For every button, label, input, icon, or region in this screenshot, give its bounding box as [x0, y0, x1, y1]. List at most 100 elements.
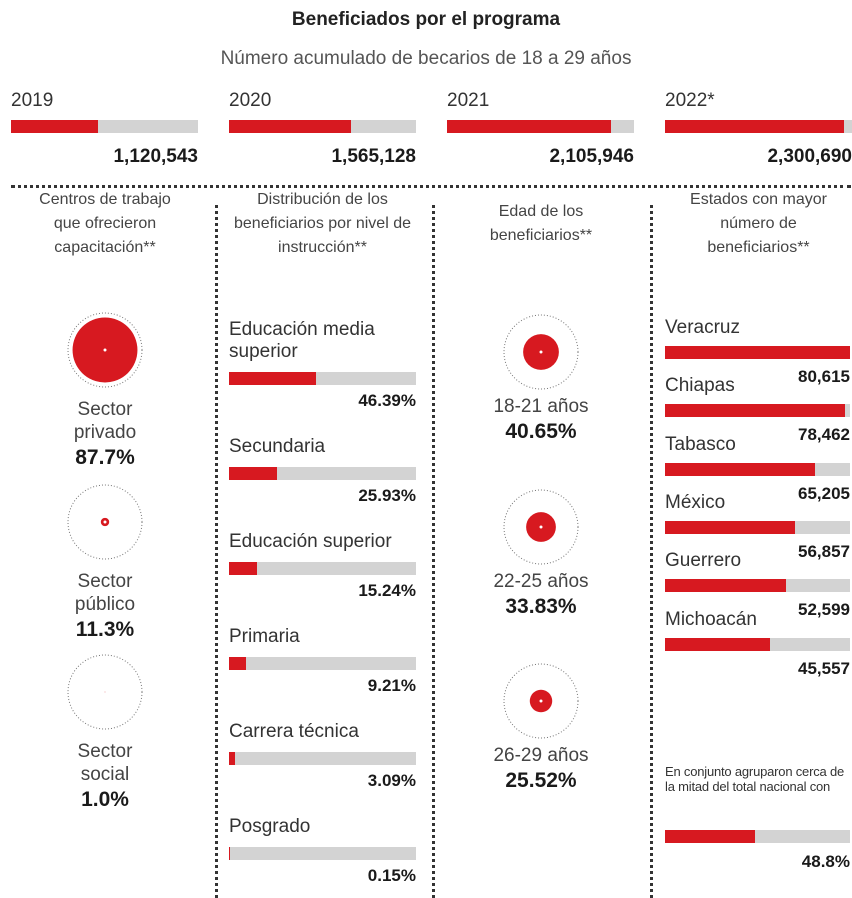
category-label: Educación superior — [229, 531, 392, 552]
bar — [229, 467, 278, 480]
circle-outline — [503, 314, 579, 390]
value-label: 1.0% — [81, 788, 129, 811]
circle-outline — [67, 484, 143, 560]
value-label: 78,462 — [798, 425, 850, 445]
bar — [229, 752, 235, 765]
separator — [11, 185, 851, 188]
circle-center — [103, 348, 107, 352]
value-label: 52,599 — [798, 600, 850, 620]
category-label: Primaria — [229, 626, 300, 647]
year-label: 2020 — [229, 90, 272, 111]
value-label: 9.21% — [367, 676, 416, 695]
bar-track — [229, 467, 416, 480]
bar-track — [229, 372, 416, 385]
bar-track — [665, 404, 850, 418]
circle-outline — [503, 489, 579, 565]
bar-track — [665, 637, 850, 651]
bar — [229, 372, 316, 385]
value-label: 87.7% — [75, 446, 135, 469]
year-label: 2021 — [447, 90, 490, 111]
value-label: 11.3% — [75, 618, 135, 641]
value-label: 33.83% — [505, 595, 577, 618]
column-separator — [432, 205, 435, 898]
bar-track — [229, 847, 416, 860]
value-label: 56,857 — [798, 541, 850, 561]
value-label: 46.39% — [358, 391, 416, 410]
category-label: Sector social — [77, 741, 133, 785]
bar-track — [665, 462, 850, 476]
circle-center — [539, 525, 543, 529]
column-separator — [215, 205, 218, 898]
bar — [665, 120, 845, 133]
category-label: Chiapas — [665, 375, 735, 397]
year-label: 2022* — [665, 90, 715, 111]
bar — [447, 120, 612, 133]
bar-track — [229, 752, 416, 765]
category-label: Secundaria — [229, 436, 326, 457]
value-label: 45,557 — [798, 658, 850, 678]
bar-track — [665, 579, 850, 593]
category-label: Carrera técnica — [229, 721, 359, 742]
bar — [665, 462, 815, 476]
bar-item: Posgrado 0.15% — [229, 816, 416, 887]
value-label: 15.24% — [358, 581, 416, 600]
bar-item: Carrera técnica 3.09% — [229, 721, 416, 792]
bar-track — [665, 346, 850, 359]
bar-track — [447, 120, 634, 133]
value-label: 3.09% — [367, 771, 416, 790]
bar — [665, 830, 756, 843]
bar — [229, 120, 351, 133]
column-title: Estados con mayor número de beneficiario… — [690, 191, 827, 256]
category-label: Michoacán — [665, 608, 757, 630]
value-label: 80,615 — [798, 367, 850, 386]
category-label: Veracruz — [665, 317, 740, 338]
bar-track — [11, 120, 198, 133]
bar — [665, 579, 786, 593]
bar-track — [229, 657, 416, 670]
bar — [665, 404, 846, 418]
column-separator — [650, 205, 653, 898]
circle-label-block: Sector privado 87.7% — [65, 398, 145, 472]
value-label: 25.93% — [358, 486, 416, 505]
bar — [11, 120, 99, 133]
circle-label-block: 18-21 años 40.65% — [481, 395, 601, 446]
bar-track — [229, 562, 416, 575]
value-label: 1,120,543 — [113, 146, 198, 167]
circle-center — [539, 699, 543, 703]
circle-label-block: 22-25 años 33.83% — [481, 570, 601, 621]
value-label: 1,565,128 — [331, 146, 416, 167]
circle-center — [539, 350, 543, 354]
circle-outline — [503, 663, 579, 739]
bar — [229, 657, 247, 670]
bar-item: Educación superior 15.24% — [229, 531, 416, 602]
circle-outline — [67, 312, 143, 388]
bar — [665, 520, 796, 534]
bar — [665, 637, 770, 651]
bar-item: Educación media superior 46.39% — [229, 319, 416, 412]
category-label: Educación media superior — [229, 319, 375, 362]
category-label: Guerrero — [665, 550, 742, 572]
category-label: 26-29 años — [493, 745, 589, 766]
category-label: Sector privado — [73, 399, 137, 443]
category-label: México — [665, 491, 726, 513]
bar-track — [665, 520, 850, 534]
circle-label-block: Sector social 1.0% — [65, 740, 145, 814]
column-title: Edad de los beneficiarios** — [489, 203, 593, 244]
chart-title: Beneficiados por el programa — [291, 9, 561, 30]
circle-label-block: Sector público 11.3% — [65, 570, 145, 644]
value-label: 0.15% — [367, 866, 416, 885]
category-label: Tabasco — [665, 433, 736, 455]
note: En conjunto agruparon cerca de la mitad … — [665, 764, 845, 794]
category-label: 18-21 años — [493, 396, 589, 417]
value-label: 65,205 — [798, 483, 850, 503]
bar-item: Secundaria 25.93% — [229, 436, 416, 507]
bar-track — [229, 120, 416, 133]
chart-subtitle: Número acumulado de becarios de 18 a 29 … — [220, 48, 632, 69]
circle-outline — [67, 654, 143, 730]
bar-list: Educación media superior 46.39% Secundaria… — [229, 319, 416, 898]
bar-track — [665, 830, 850, 843]
bar-item: Primaria 9.21% — [229, 626, 416, 697]
value-label: 2,300,690 — [767, 146, 852, 167]
